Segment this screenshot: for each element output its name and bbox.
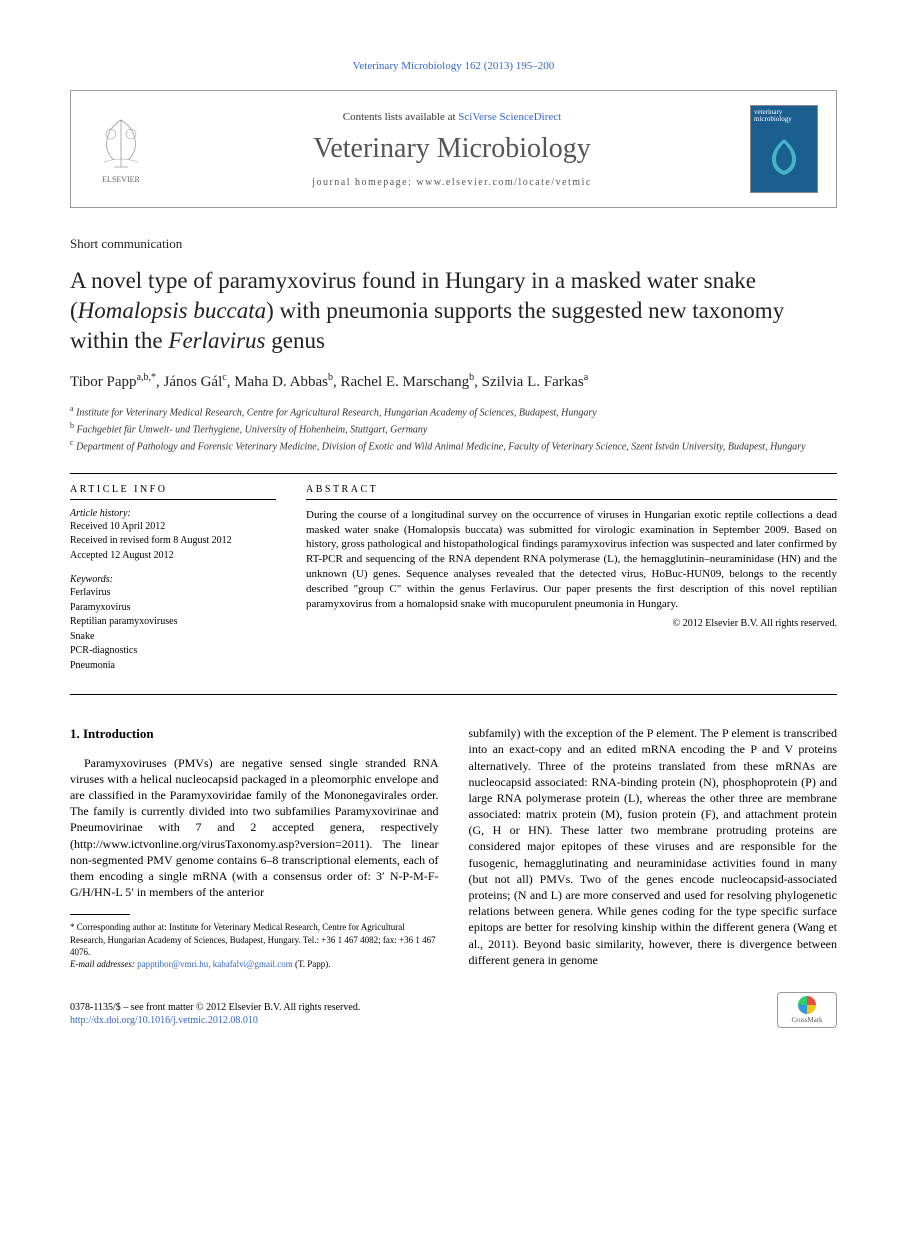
author-emails[interactable]: papptibor@vmri.hu, kabafalvi@gmail.com bbox=[137, 959, 293, 969]
title-genus: Ferlavirus bbox=[168, 328, 265, 353]
intro-paragraph-1: Paramyxoviruses (PMVs) are negative sens… bbox=[70, 755, 439, 901]
history-revised: Received in revised form 8 August 2012 bbox=[70, 534, 276, 548]
page-root: Veterinary Microbiology 162 (2013) 195–2… bbox=[0, 0, 907, 1068]
page-footer: 0378-1135/$ – see front matter © 2012 El… bbox=[70, 992, 837, 1028]
intro-paragraph-2: subfamily) with the exception of the P e… bbox=[469, 725, 838, 968]
info-abstract-row: ARTICLE INFO Article history: Received 1… bbox=[70, 473, 837, 696]
keyword-2: Paramyxovirus bbox=[70, 601, 276, 615]
corresponding-author-footnote: * Corresponding author at: Institute for… bbox=[70, 921, 439, 957]
title-species: Homalopsis buccata bbox=[78, 298, 266, 323]
history-accepted: Accepted 12 August 2012 bbox=[70, 549, 276, 563]
homepage-url[interactable]: www.elsevier.com/locate/vetmic bbox=[416, 177, 591, 188]
author-list: Tibor Pappa,b,*, János Gálc, Maha D. Abb… bbox=[70, 372, 837, 391]
affiliations: a Institute for Veterinary Medical Resea… bbox=[70, 403, 837, 455]
homepage-line: journal homepage: www.elsevier.com/locat… bbox=[168, 177, 736, 188]
article-info-column: ARTICLE INFO Article history: Received 1… bbox=[70, 474, 290, 695]
homepage-prefix: journal homepage: bbox=[312, 177, 416, 188]
author-5: Szilvia L. Farkasa bbox=[482, 374, 589, 390]
journal-cover-thumbnail: veterinary microbiology bbox=[750, 105, 818, 193]
cover-label: veterinary microbiology bbox=[751, 106, 817, 126]
footnote-divider bbox=[70, 914, 130, 915]
abstract-heading: ABSTRACT bbox=[306, 484, 837, 500]
keyword-6: Pneumonia bbox=[70, 659, 276, 673]
keyword-5: PCR-diagnostics bbox=[70, 644, 276, 658]
affiliation-c: c Department of Pathology and Forensic V… bbox=[70, 437, 837, 454]
body-column-left: 1. Introduction Paramyxoviruses (PMVs) a… bbox=[70, 725, 439, 970]
email-footnote: E-mail addresses: papptibor@vmri.hu, kab… bbox=[70, 958, 439, 970]
article-title: A novel type of paramyxovirus found in H… bbox=[70, 266, 837, 356]
abstract-copyright: © 2012 Elsevier B.V. All rights reserved… bbox=[306, 618, 837, 629]
body-column-right: subfamily) with the exception of the P e… bbox=[469, 725, 838, 970]
keyword-1: Ferlavirus bbox=[70, 586, 276, 600]
keyword-4: Snake bbox=[70, 630, 276, 644]
body-two-column: 1. Introduction Paramyxoviruses (PMVs) a… bbox=[70, 725, 837, 970]
article-info-heading: ARTICLE INFO bbox=[70, 484, 276, 500]
issn-line: 0378-1135/$ – see front matter © 2012 El… bbox=[70, 1001, 360, 1015]
contents-available-line: Contents lists available at SciVerse Sci… bbox=[168, 111, 736, 123]
header-citation: Veterinary Microbiology 162 (2013) 195–2… bbox=[70, 60, 837, 72]
footer-left: 0378-1135/$ – see front matter © 2012 El… bbox=[70, 1001, 360, 1028]
email-suffix: (T. Papp). bbox=[293, 959, 331, 969]
doi-link[interactable]: http://dx.doi.org/10.1016/j.vetmic.2012.… bbox=[70, 1014, 360, 1028]
email-label: E-mail addresses: bbox=[70, 959, 137, 969]
crossmark-label: CrossMark bbox=[791, 1016, 822, 1024]
sciencedirect-link[interactable]: SciVerse ScienceDirect bbox=[458, 111, 561, 123]
svg-text:ELSEVIER: ELSEVIER bbox=[102, 175, 140, 184]
author-3: Maha D. Abbasb bbox=[234, 374, 333, 390]
journal-header-box: ELSEVIER Contents lists available at Sci… bbox=[70, 90, 837, 208]
abstract-text: During the course of a longitudinal surv… bbox=[306, 508, 837, 612]
keywords-label: Keywords: bbox=[70, 574, 276, 585]
title-part-3: genus bbox=[266, 328, 325, 353]
article-type: Short communication bbox=[70, 236, 837, 252]
crossmark-badge[interactable]: CrossMark bbox=[777, 992, 837, 1028]
affiliation-a: a Institute for Veterinary Medical Resea… bbox=[70, 403, 837, 420]
author-4: Rachel E. Marschangb bbox=[340, 374, 474, 390]
crossmark-icon bbox=[798, 996, 816, 1014]
keyword-3: Reptilian paramyxoviruses bbox=[70, 615, 276, 629]
keywords-block: Keywords: Ferlavirus Paramyxovirus Repti… bbox=[70, 574, 276, 672]
elsevier-logo: ELSEVIER bbox=[89, 112, 154, 187]
history-received: Received 10 April 2012 bbox=[70, 520, 276, 534]
journal-name: Veterinary Microbiology bbox=[168, 133, 736, 165]
history-label: Article history: bbox=[70, 508, 276, 519]
contents-prefix: Contents lists available at bbox=[343, 111, 458, 123]
section-1-heading: 1. Introduction bbox=[70, 725, 439, 743]
abstract-column: ABSTRACT During the course of a longitud… bbox=[290, 474, 837, 695]
article-history-block: Article history: Received 10 April 2012 … bbox=[70, 508, 276, 563]
affiliation-b: b Fachgebiet für Umwelt- und Tierhygiene… bbox=[70, 420, 837, 437]
author-2: János Gálc bbox=[164, 374, 227, 390]
author-1: Tibor Pappa,b,* bbox=[70, 374, 156, 390]
header-center: Contents lists available at SciVerse Sci… bbox=[168, 111, 736, 188]
